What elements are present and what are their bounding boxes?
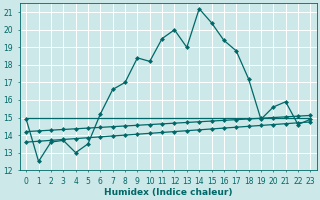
X-axis label: Humidex (Indice chaleur): Humidex (Indice chaleur): [104, 188, 233, 197]
